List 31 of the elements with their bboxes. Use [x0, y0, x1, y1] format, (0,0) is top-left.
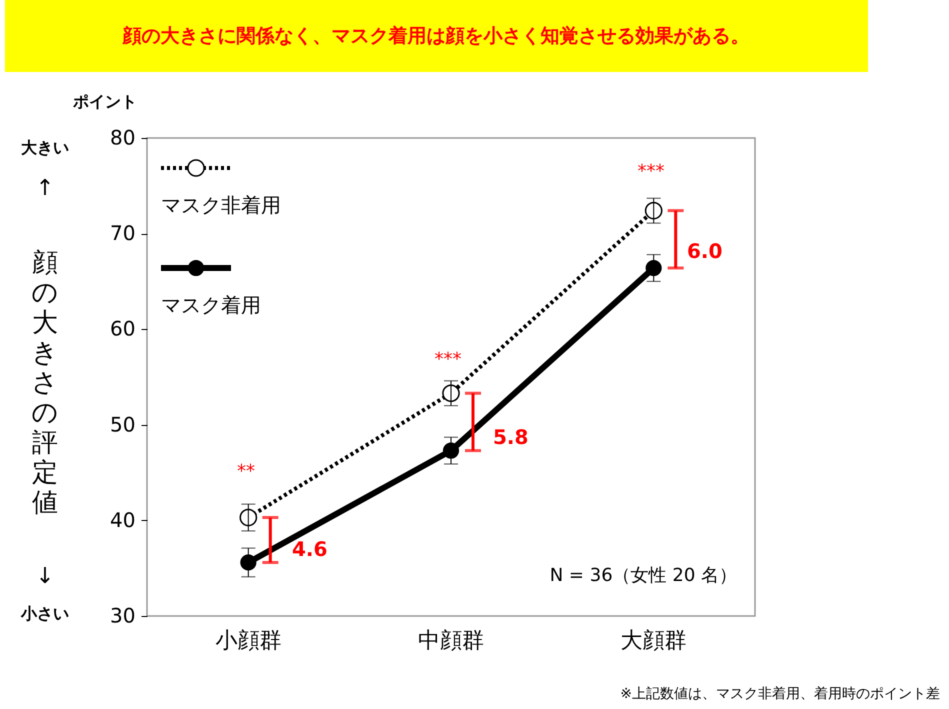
- annotation: ***: [434, 349, 462, 370]
- text: 顔の大きさの評定値: [32, 248, 58, 518]
- y-tick-label: 50: [110, 412, 136, 436]
- x-tick-label: 中顔群: [418, 628, 484, 654]
- y-tick-label: 40: [110, 508, 136, 532]
- text: ↑: [36, 176, 54, 201]
- annotation: 5.8: [493, 425, 528, 449]
- annotation: **: [237, 461, 255, 482]
- text: ※上記数値は、マスク非着用、着用時のポイント差: [620, 686, 940, 702]
- x-tick-label: 小顔群: [215, 628, 282, 654]
- point: [240, 554, 256, 571]
- annotation: 4.6: [292, 537, 328, 561]
- annotation: 6.0: [687, 239, 722, 263]
- y-tick-label: 60: [110, 316, 136, 341]
- legend-label: マスク着用: [161, 293, 261, 317]
- point: [646, 260, 662, 276]
- legend-label: マスク非着用: [161, 193, 281, 217]
- text: ↓: [36, 564, 54, 589]
- x-tick-label: 大顔群: [620, 628, 687, 654]
- text: 大きい: [21, 138, 69, 157]
- y-tick-label: 30: [110, 604, 136, 628]
- point: [240, 508, 258, 526]
- y-tick-label: 80: [110, 126, 136, 150]
- chart-title: 顔の大きさに関係なく、マスク着用は顔を小さく知覚させる効果がある。: [122, 25, 750, 47]
- point: [442, 442, 460, 459]
- point: [644, 202, 662, 220]
- y-tick-label: 70: [110, 221, 136, 246]
- text: ポイント: [72, 92, 137, 111]
- annotation: N = 36（女性 20 名）: [550, 565, 737, 586]
- annotation: ***: [638, 161, 664, 182]
- text: 小さい: [20, 604, 69, 623]
